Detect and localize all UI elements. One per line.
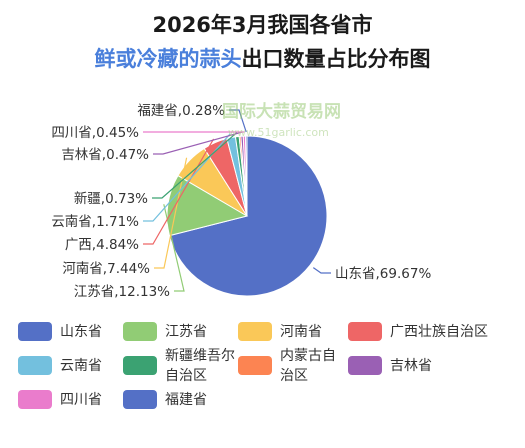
slice-label-10: 福建省,0.28% [137, 103, 225, 119]
legend-label: 广西壮族自治区 [390, 324, 488, 340]
watermark-name: 国际大蒜贸易网 [222, 102, 341, 122]
callout-line-1 [312, 267, 331, 274]
legend-item-1[interactable]: 山东省 [18, 320, 123, 342]
callout-line-4 [143, 138, 215, 245]
callout-line-5 [143, 133, 231, 222]
legend-swatch [348, 355, 382, 375]
legend-swatch [18, 355, 52, 375]
title-accent: 鲜或冷藏的蒜头 [94, 47, 242, 71]
legend-swatch [238, 321, 272, 341]
legend-swatch [348, 321, 382, 341]
slice-label-2: 江苏省,12.13% [74, 284, 170, 300]
legend-label: 四川省 [60, 392, 102, 408]
legend-label: 吉林省 [390, 358, 432, 374]
slice-label-3: 河南省,7.44% [62, 261, 150, 277]
legend-item-6[interactable]: 新疆维吾尔自治区 [123, 348, 238, 384]
title-line-1: 2026年3月我国各省市 [152, 13, 373, 37]
legend-item-3[interactable]: 河南省 [238, 320, 348, 342]
legend-label: 河南省 [280, 324, 322, 340]
legend-item-10[interactable]: 福建省 [123, 388, 238, 410]
legend-item-5[interactable]: 云南省 [18, 354, 123, 376]
pie-slice-1 [168, 135, 328, 297]
legend-item-8[interactable]: 吉林省 [348, 354, 518, 376]
legend-item-7[interactable]: 内蒙古自治区 [238, 348, 348, 384]
legend-item-4[interactable]: 广西壮族自治区 [348, 320, 518, 342]
watermark-url: www.51garlic.com [228, 126, 329, 139]
callout-line-3 [154, 157, 188, 269]
slice-label-9: 四川省,0.45% [51, 125, 139, 141]
legend-swatch [123, 355, 157, 375]
chart-title: 2026年3月我国各省市 鲜或冷藏的蒜头出口数量占比分布图 [0, 10, 525, 74]
legend-swatch [123, 389, 157, 409]
legend-label: 云南省 [60, 358, 102, 374]
title-rest: 出口数量占比分布图 [241, 47, 431, 71]
legend-item-9[interactable]: 四川省 [18, 388, 123, 410]
pie-callouts: 山东省,69.67% 江苏省,12.13% 河南省,7.44% 广西,4.84% 云南省… [51, 103, 431, 300]
legend-swatch [18, 321, 52, 341]
slice-label-8: 吉林省,0.47% [61, 147, 149, 163]
slice-label-1: 山东省,69.67% [335, 266, 431, 282]
pie-slice-10 [245, 135, 248, 217]
legend-swatch [238, 355, 272, 375]
callout-line-6 [152, 132, 238, 199]
legend-item-2[interactable]: 江苏省 [123, 320, 238, 342]
callout-line-10 [229, 109, 247, 133]
slice-label-5: 云南省,1.71% [51, 214, 139, 230]
pie-slices [166, 135, 328, 297]
watermark-logo: 国际大蒜贸易网 www.51garlic.com [222, 103, 341, 142]
legend-swatch [18, 389, 52, 409]
legend-label: 江苏省 [165, 324, 207, 340]
legend-label: 新疆维吾尔自治区 [165, 348, 235, 384]
legend-label: 山东省 [60, 324, 102, 340]
callout-line-8 [153, 131, 242, 155]
legend-label: 内蒙古自治区 [280, 348, 336, 384]
legend-swatch [123, 321, 157, 341]
title-line-2: 鲜或冷藏的蒜头出口数量占比分布图 [0, 44, 525, 74]
chart-legend: 山东省 江苏省 河南省 广西壮族自治区云南省 新疆维吾尔自治区 内蒙古自治区 吉林省四川省 福… [18, 320, 518, 410]
slice-label-4: 广西,4.84% [65, 237, 139, 253]
pie-chart: 山东省,69.67% 江苏省,12.13% 河南省,7.44% 广西,4.84% 云南省… [51, 103, 431, 300]
slice-label-6: 新疆,0.73% [74, 191, 148, 207]
legend-label: 福建省 [165, 392, 207, 408]
